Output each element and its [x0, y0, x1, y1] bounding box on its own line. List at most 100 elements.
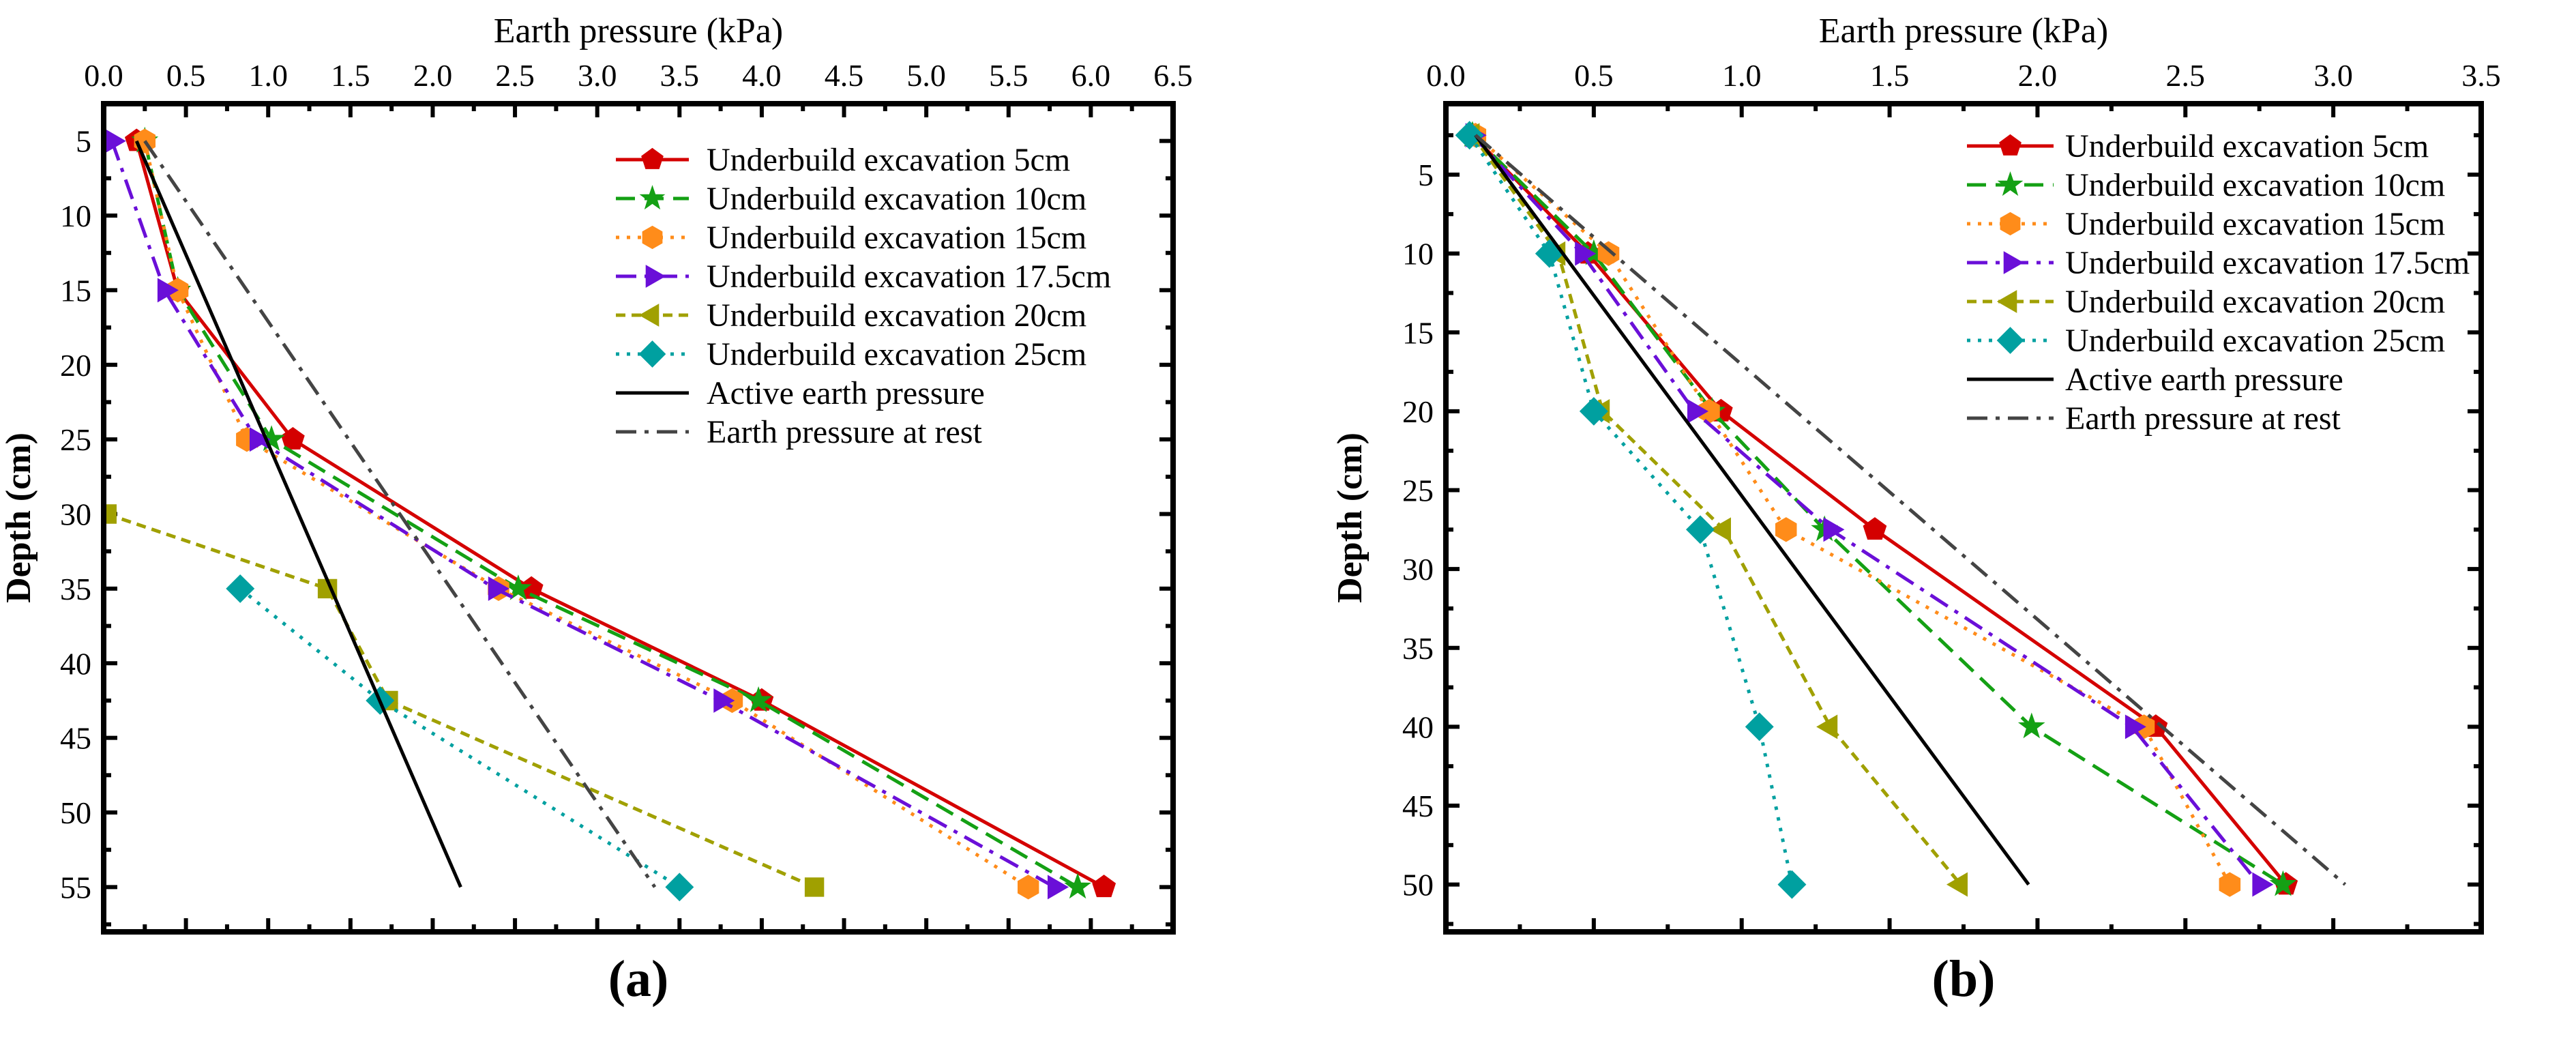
series-line	[1474, 134, 2347, 886]
data-point	[1535, 239, 1564, 268]
series-line	[1471, 134, 2288, 886]
legend-label: Underbuild excavation 15cm	[707, 220, 1086, 256]
data-point	[1863, 517, 1887, 540]
legend-label: Underbuild excavation 10cm	[2065, 167, 2445, 203]
data-point	[1575, 241, 1597, 266]
legend-item: Underbuild excavation 10cm	[616, 181, 1086, 217]
chart-panel-a: 0.0 0.5 1.0 1.5 2.0 2.5 3.0 3.5 4.0 4.5 5.0 5.5 6.0 6…	[0, 12, 1193, 1008]
x-tick-label: 2.0	[2018, 58, 2058, 93]
series-underbuild-excavation-25cm	[226, 574, 694, 902]
x-tick-label: 0.0	[1426, 58, 1466, 93]
data-point	[745, 686, 772, 712]
data-point	[665, 873, 694, 902]
y-tick-label: 15	[60, 273, 91, 308]
legend-item: Underbuild excavation 17.5cm	[616, 259, 1111, 295]
legend-label: Earth pressure at rest	[707, 414, 982, 450]
series-line	[1471, 134, 2261, 886]
legend-marker	[642, 225, 663, 250]
legend-item: Underbuild excavation 5cm	[1967, 128, 2429, 164]
y-tick-label: 35	[1402, 631, 1434, 666]
x-axis-title: Earth pressure (kPa)	[494, 12, 784, 50]
legend-marker	[1997, 171, 2024, 196]
y-tick-label: 10	[1402, 237, 1434, 272]
y-tick-label: 40	[60, 646, 91, 681]
series-line	[110, 140, 1056, 889]
data-point	[2219, 872, 2241, 897]
data-point	[1687, 398, 1708, 424]
legend-label: Underbuild excavation 5cm	[707, 142, 1070, 178]
legend-label: Underbuild excavation 17.5cm	[2065, 245, 2470, 281]
legend-label: Earth pressure at rest	[2065, 400, 2341, 437]
x-axis-title: Earth pressure (kPa)	[1819, 12, 2109, 50]
y-axis-title: Depth (cm)	[0, 432, 38, 603]
y-tick-label: 5	[1418, 158, 1434, 192]
data-point	[2017, 712, 2045, 739]
legend-label: Underbuild excavation 5cm	[2065, 128, 2429, 164]
x-tick-label: 5.5	[989, 58, 1028, 93]
series-earth-pressure-at-rest	[143, 140, 657, 888]
data-point	[1816, 714, 1838, 739]
legend-item: Underbuild excavation 25cm	[1967, 323, 2445, 359]
x-tick-label: 2.5	[2166, 58, 2206, 93]
legend-label: Underbuild excavation 10cm	[707, 181, 1086, 217]
data-point	[1048, 875, 1069, 900]
x-tick-label: 3.0	[2313, 58, 2353, 93]
x-tick-label: 4.0	[742, 58, 782, 93]
legend-marker	[1999, 134, 2022, 156]
data-point	[1777, 870, 1807, 899]
legend-item: Underbuild excavation 5cm	[616, 142, 1070, 178]
series-line	[1468, 134, 1794, 885]
data-point	[1823, 517, 1845, 542]
y-tick-label: 50	[1402, 868, 1434, 903]
y-tick-label: 5	[76, 124, 91, 159]
series-earth-pressure-at-rest	[1474, 134, 2347, 886]
series-line	[1474, 134, 2030, 886]
x-tick-label: 1.0	[1722, 58, 1762, 93]
x-tick-label: 1.0	[248, 58, 288, 93]
series-line	[1470, 134, 1962, 886]
data-point	[281, 426, 305, 450]
legend-marker	[638, 304, 660, 327]
x-tick-label: 2.0	[413, 58, 453, 93]
panel-label: (b)	[1932, 950, 1996, 1008]
legend-label: Underbuild excavation 20cm	[707, 297, 1086, 334]
legend-marker	[638, 340, 666, 368]
data-point	[488, 576, 509, 601]
data-point	[1685, 515, 1715, 544]
data-point	[804, 877, 825, 897]
legend-label: Active earth pressure	[2065, 362, 2343, 398]
legend-item: Underbuild excavation 15cm	[1967, 206, 2445, 242]
y-axis-title: Depth (cm)	[1331, 432, 1370, 603]
y-tick-label: 15	[1402, 315, 1434, 350]
legend-label: Active earth pressure	[707, 375, 985, 411]
legend-item: Active earth pressure	[616, 375, 985, 411]
legend-item: Earth pressure at rest	[1967, 400, 2341, 437]
y-tick-label: 30	[1402, 552, 1434, 587]
legend-label: Underbuild excavation 25cm	[707, 336, 1086, 372]
x-tick-label: 0.5	[166, 58, 206, 93]
legend-item: Underbuild excavation 20cm	[616, 297, 1086, 334]
data-point	[1710, 517, 1731, 542]
legend-item: Underbuild excavation 10cm	[1967, 167, 2445, 203]
legend-item: Underbuild excavation 15cm	[616, 220, 1086, 256]
data-point	[226, 574, 255, 603]
legend-marker	[641, 147, 664, 169]
data-point	[1579, 396, 1608, 426]
y-tick-label: 10	[60, 199, 91, 233]
series-underbuild-excavation-17-5cm	[104, 128, 1069, 900]
data-point	[505, 574, 532, 600]
y-tick-label: 25	[1402, 473, 1434, 508]
data-point	[2269, 870, 2297, 896]
y-tick-label: 40	[1402, 709, 1434, 744]
legend-marker	[639, 185, 666, 210]
y-tick-label: 30	[60, 497, 91, 532]
plot-frame	[1443, 101, 2484, 935]
y-tick-label: 25	[60, 422, 91, 457]
legend-item: Underbuild excavation 20cm	[1967, 284, 2445, 320]
data-point	[2125, 714, 2146, 739]
x-tick-label: 6.0	[1071, 58, 1111, 93]
x-tick-label: 1.5	[1870, 58, 1910, 93]
plot-area	[1455, 121, 2347, 899]
